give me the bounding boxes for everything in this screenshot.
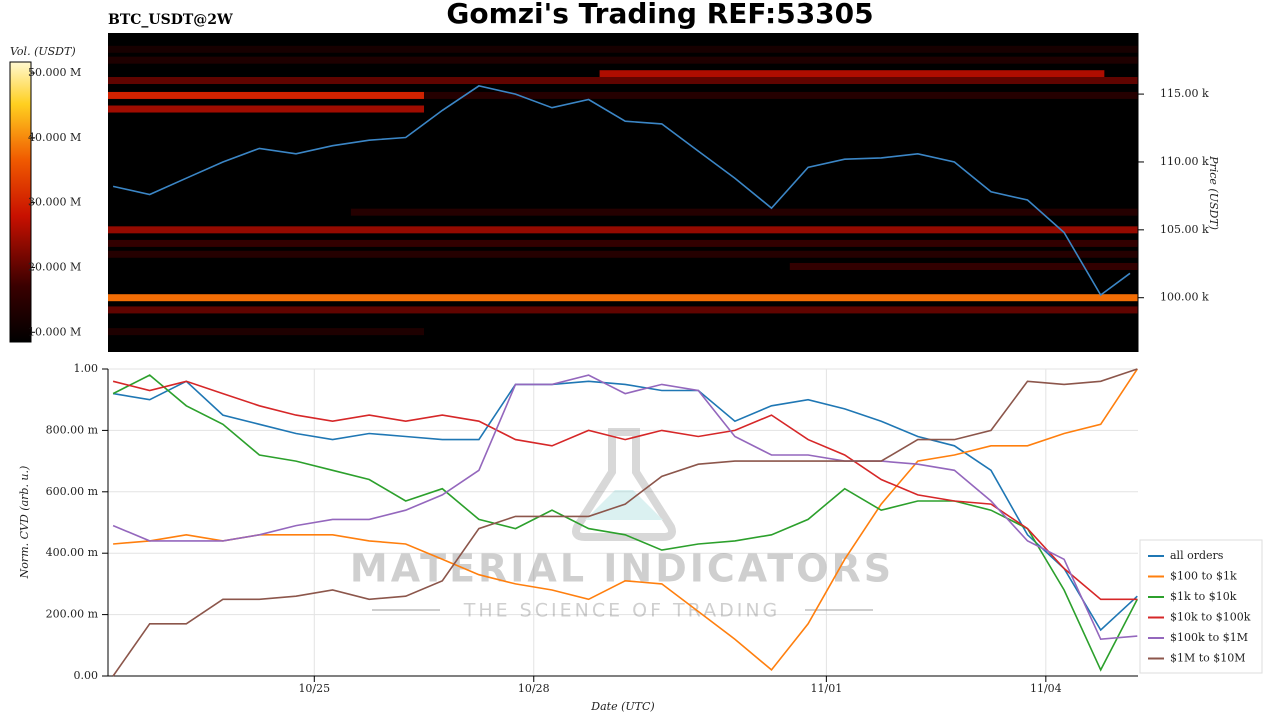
heat-band bbox=[108, 56, 1138, 64]
heat-band bbox=[108, 250, 1138, 258]
heat-band bbox=[108, 77, 1138, 85]
heat-band bbox=[108, 294, 1138, 302]
x-tick-label: 11/04 bbox=[1030, 682, 1062, 695]
colorbar-tick-label: 30.000 M bbox=[28, 196, 81, 209]
legend-label: $100 to $1k bbox=[1170, 570, 1237, 583]
heat-band bbox=[599, 70, 1105, 78]
watermark-tagline: THE SCIENCE OF TRADING bbox=[463, 600, 781, 622]
y-tick-label: 800.00 m bbox=[46, 423, 99, 436]
y-tick-label: 105.00 k bbox=[1160, 223, 1209, 236]
series-line bbox=[113, 368, 1138, 672]
legend-label: $100k to $1M bbox=[1170, 631, 1248, 644]
heat-band bbox=[424, 91, 1139, 99]
colorbar-tick-label: 10.000 M bbox=[28, 325, 81, 338]
series-line bbox=[112, 374, 1139, 672]
legend-label: $1M to $10M bbox=[1170, 652, 1246, 665]
heat-band bbox=[108, 306, 1138, 314]
x-tick-label: 10/28 bbox=[518, 682, 550, 695]
heat-band bbox=[350, 208, 1138, 216]
x-axis-label: Date (UTC) bbox=[590, 700, 654, 713]
colorbar-label: Vol. (USDT) bbox=[10, 45, 76, 58]
y-axis-label: Norm. CVD (arb. u.) bbox=[18, 466, 31, 580]
y-tick-label: 115.00 k bbox=[1160, 87, 1209, 100]
heat-band bbox=[108, 91, 425, 99]
y-tick-label: 0.00 bbox=[74, 669, 99, 682]
x-tick-label: 11/01 bbox=[811, 682, 843, 695]
series-line bbox=[112, 380, 1138, 632]
heat-band bbox=[108, 239, 1138, 247]
y-tick-label: 100.00 k bbox=[1160, 291, 1209, 304]
heatmap bbox=[108, 33, 1139, 352]
legend-label: $10k to $100k bbox=[1170, 611, 1251, 624]
heat-band bbox=[108, 328, 425, 336]
series-line bbox=[112, 368, 1138, 677]
line-chart bbox=[108, 368, 1138, 677]
colorbar-tick-label: 50.000 M bbox=[28, 66, 81, 79]
y-axis-label: Price (USDT) bbox=[1207, 155, 1220, 230]
y-tick-label: 600.00 m bbox=[46, 485, 99, 498]
series-line bbox=[112, 374, 1138, 641]
legend-label: $1k to $10k bbox=[1170, 590, 1237, 603]
y-tick-label: 110.00 k bbox=[1160, 155, 1209, 168]
heat-band bbox=[108, 105, 425, 113]
heat-band bbox=[108, 226, 1138, 234]
heat-band bbox=[108, 45, 1138, 53]
series-line bbox=[112, 380, 1138, 601]
y-tick-label: 200.00 m bbox=[46, 608, 99, 621]
y-tick-label: 1.00 bbox=[74, 362, 99, 375]
watermark-brand: MATERIAL INDICATORS bbox=[350, 547, 894, 591]
chart-title: BTC_USDT@2W bbox=[108, 12, 233, 28]
x-tick-label: 10/25 bbox=[298, 682, 330, 695]
legend-label: all orders bbox=[1170, 549, 1224, 562]
legend-box bbox=[1139, 539, 1263, 674]
colorbar-tick-label: 20.000 M bbox=[28, 260, 81, 273]
colorbar-tick-label: 40.000 M bbox=[28, 131, 81, 144]
heat-band bbox=[789, 262, 1138, 270]
price-line bbox=[112, 85, 1131, 297]
y-tick-label: 400.00 m bbox=[46, 546, 99, 559]
page-title: Gomzi's Trading REF:53305 bbox=[446, 0, 873, 30]
watermark-flask bbox=[572, 428, 676, 541]
colorbar bbox=[9, 61, 32, 343]
